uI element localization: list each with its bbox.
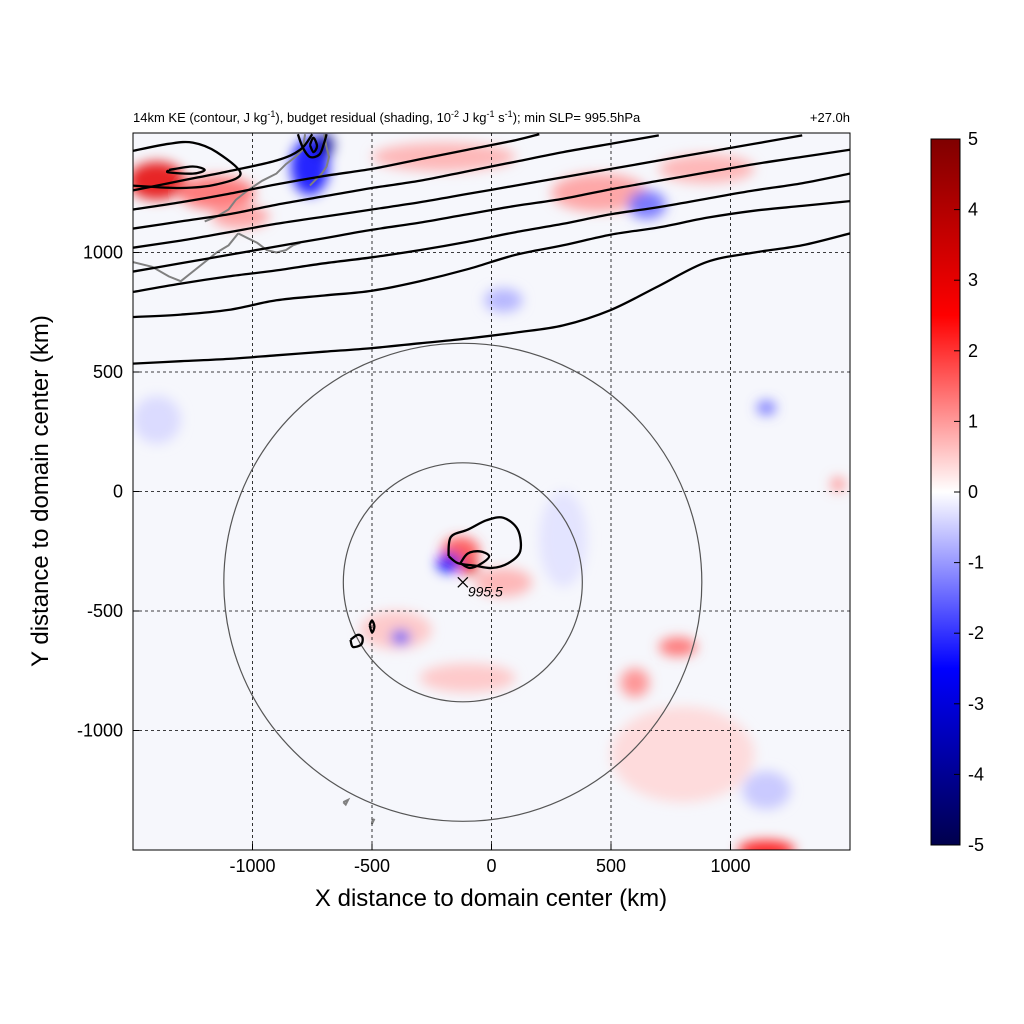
coastline [204, 134, 307, 223]
y-tick-label: 0 [113, 482, 123, 502]
shading-blob [484, 288, 523, 313]
shading-blob [360, 611, 432, 650]
y-axis-label: Y distance to domain center (km) [27, 315, 54, 667]
coastline [309, 134, 331, 187]
ke-contour-line [133, 172, 850, 294]
x-tick-label: -1000 [229, 856, 275, 876]
x-axis-label: X distance to domain center (km) [315, 885, 667, 912]
shading-blob [742, 771, 791, 810]
shading-blob [391, 630, 411, 645]
coastlines [133, 134, 376, 825]
coastline [237, 232, 301, 254]
storm-center: 995.5 [457, 576, 503, 599]
colorbar-tick-label: 5 [968, 129, 978, 149]
coastline [133, 232, 239, 283]
ke-contour-line [133, 199, 850, 319]
plot-area: 995.5 [133, 133, 850, 850]
ke-contour-line [133, 134, 803, 249]
y-tick-label: -500 [87, 601, 123, 621]
shading-blob [627, 190, 666, 220]
colorbar-ticks: 5 4 3 2 1 0 -1 -2 -3 -4 -5 [954, 129, 984, 855]
ke-contour-line [133, 140, 242, 190]
shading-blob [551, 173, 647, 212]
y-axis: -1000 -500 0 500 1000 [77, 243, 139, 741]
ke-contour-line [368, 619, 376, 634]
colorbar-tick-label: -4 [968, 764, 984, 784]
coastline [342, 797, 351, 807]
ke-contour-line [447, 516, 523, 570]
shading-blob [658, 637, 698, 657]
x-tick-label: -500 [354, 856, 390, 876]
colorbar-tick-label: 1 [968, 411, 978, 431]
ke-contour-line [133, 133, 314, 192]
time-label: +27.0h [810, 110, 850, 125]
colorbar-tick-label: 2 [968, 341, 978, 361]
ke-contour-line [459, 550, 491, 570]
colorbar-tick-label: -1 [968, 553, 984, 573]
x-tick-label: 0 [486, 856, 496, 876]
colorbar-tick-label: 0 [968, 482, 978, 502]
y-tick-label: -1000 [77, 721, 123, 741]
ke-contour-line [349, 633, 364, 649]
shading-blob [474, 567, 533, 597]
coastline [371, 818, 376, 825]
y-tick-label: 1000 [83, 243, 123, 263]
ke-contour-line [165, 165, 206, 175]
range-circle [342, 462, 583, 703]
ke-contour-line [296, 133, 328, 159]
ke-contour-line [308, 136, 319, 154]
colorbar-tick-label: -2 [968, 623, 984, 643]
ke-contour-line [133, 148, 850, 273]
colorbar-tick-label: -3 [968, 694, 984, 714]
shading-blob [133, 395, 181, 444]
min-slp-label: 995.5 [468, 583, 503, 599]
ke-contours [133, 133, 850, 649]
ke-contour-line [133, 134, 659, 230]
shading-blob [419, 663, 516, 693]
chart-title: 14km KE (contour, J kg-1), budget residu… [133, 109, 641, 125]
x-axis: -1000 -500 0 500 1000 [229, 844, 751, 876]
ke-contour-line [133, 232, 850, 365]
shading-blob [830, 477, 846, 492]
colorbar-tick-label: 3 [968, 270, 978, 290]
shading-blob [611, 706, 755, 803]
storm-range-circles [223, 342, 703, 822]
min-slp-marker [457, 576, 469, 588]
x-tick-label: 1000 [710, 856, 750, 876]
shading-blob [436, 553, 461, 573]
y-tick-label: 500 [93, 362, 123, 382]
ke-contour-line [133, 133, 540, 211]
shading-blob [756, 400, 776, 416]
shading-blob [539, 491, 588, 588]
x-tick-label: 500 [596, 856, 626, 876]
shading-blob [620, 668, 650, 698]
colorbar-tick-label: -5 [968, 835, 984, 855]
shading-blob [737, 840, 796, 850]
colorbar-tick-label: 4 [968, 200, 978, 220]
shading-blob [133, 161, 186, 200]
range-circle [223, 342, 703, 822]
shading-blob [372, 142, 516, 172]
